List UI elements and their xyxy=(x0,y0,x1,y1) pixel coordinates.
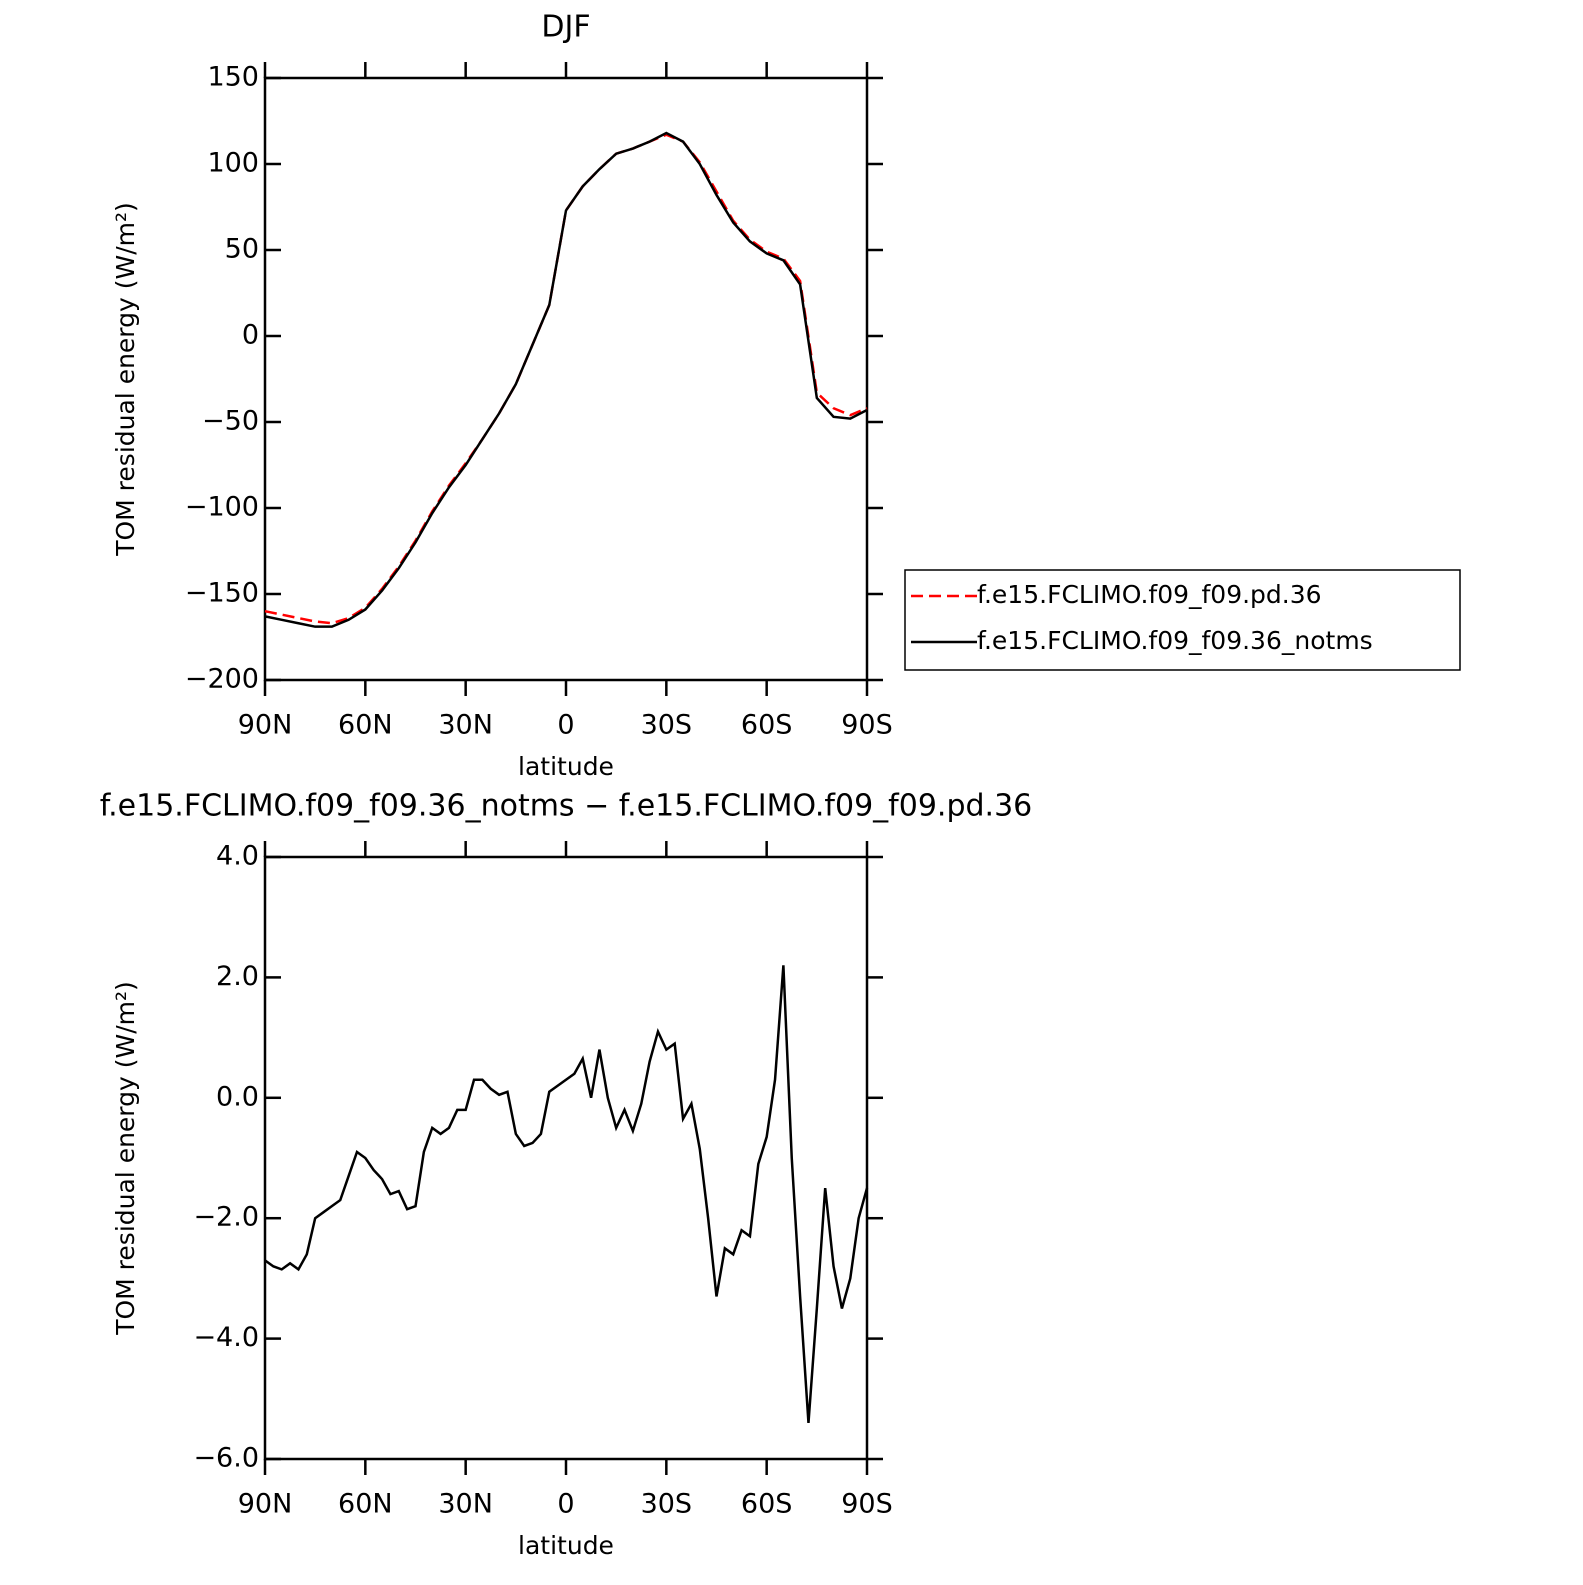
x-tick-label: 60N xyxy=(338,1489,393,1520)
legend-label: f.e15.FCLIMO.f09_f09.36_notms xyxy=(977,626,1373,655)
data-line xyxy=(264,965,869,1423)
x-tick-label: 30N xyxy=(438,1489,493,1520)
legend-box xyxy=(904,569,1461,671)
x-axis-label: latitude xyxy=(518,1531,614,1560)
x-tick-label: 90S xyxy=(841,1489,893,1520)
y-tick-label: 2.0 xyxy=(216,961,259,992)
y-axis-label: TOM residual energy (W/m²) xyxy=(111,981,140,1336)
y-tick-label: −150 xyxy=(185,578,259,609)
plot-frame xyxy=(263,76,869,682)
x-tick-label: 60S xyxy=(741,1489,793,1520)
data-line xyxy=(264,131,868,628)
chart-title: DJF xyxy=(541,10,590,45)
y-tick-label: −6.0 xyxy=(193,1443,259,1474)
y-tick-label: −200 xyxy=(185,664,259,695)
x-tick-label: 60S xyxy=(741,710,793,741)
x-tick-label: 0 xyxy=(557,710,574,741)
y-tick-label: −2.0 xyxy=(193,1202,259,1233)
x-tick-label: 60N xyxy=(338,710,393,741)
y-tick-label: 150 xyxy=(207,62,259,93)
x-tick-label: 90N xyxy=(238,710,293,741)
y-tick-label: 50 xyxy=(225,234,259,265)
x-tick-label: 30N xyxy=(438,710,493,741)
y-tick-label: −100 xyxy=(185,492,259,523)
x-tick-label: 0 xyxy=(557,1489,574,1520)
plot-frame xyxy=(263,855,869,1461)
y-tick-label: −4.0 xyxy=(193,1322,259,1353)
y-tick-label: 0 xyxy=(242,320,259,351)
y-tick-label: −50 xyxy=(202,406,259,437)
x-axis-label: latitude xyxy=(518,752,614,781)
x-tick-label: 90N xyxy=(238,1489,293,1520)
data-line xyxy=(264,133,868,625)
chart-title: f.e15.FCLIMO.f09_f09.36_notms − f.e15.FC… xyxy=(100,789,1033,824)
y-axis-label: TOM residual energy (W/m²) xyxy=(111,202,140,557)
legend-label: f.e15.FCLIMO.f09_f09.pd.36 xyxy=(977,580,1322,609)
x-tick-label: 30S xyxy=(641,1489,693,1520)
y-tick-label: 100 xyxy=(207,148,259,179)
x-tick-label: 90S xyxy=(841,710,893,741)
y-tick-label: 4.0 xyxy=(216,841,259,872)
y-tick-label: 0.0 xyxy=(216,1081,259,1112)
x-tick-label: 30S xyxy=(641,710,693,741)
